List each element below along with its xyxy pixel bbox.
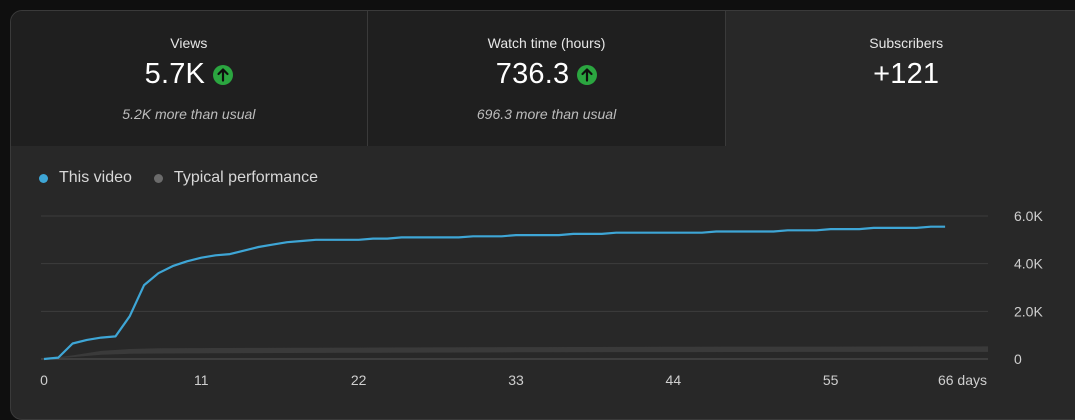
- x-tick-label: 33: [508, 372, 524, 388]
- y-tick-label: 2.0K: [1014, 303, 1043, 319]
- metric-value: 5.7K: [144, 58, 206, 90]
- analytics-card: Views 5.7K 5.2K more than usual Watch ti…: [10, 10, 1075, 420]
- metric-label: Watch time (hours): [487, 35, 606, 51]
- x-tick-label: 22: [351, 372, 367, 388]
- metric-tab-views[interactable]: Views 5.7K 5.2K more than usual: [11, 11, 368, 146]
- x-tick-label: 0: [40, 372, 48, 388]
- x-tick-label: 55: [823, 372, 839, 388]
- legend-label: Typical performance: [173, 169, 318, 186]
- legend-item-typical: Typical performance: [153, 169, 318, 187]
- legend-item-this-video: This video: [39, 169, 132, 187]
- metric-value-row: +121: [726, 58, 1075, 91]
- metric-note: 5.2K more than usual: [122, 106, 256, 122]
- typical-performance-band: [44, 346, 988, 359]
- this-video-line: [43, 225, 946, 361]
- y-tick-label: 0: [1014, 351, 1022, 367]
- metric-value-row: 5.7K: [11, 58, 367, 91]
- analytics-frame: Views 5.7K 5.2K more than usual Watch ti…: [10, 10, 1075, 420]
- x-tick-label: 44: [666, 372, 682, 388]
- views-line-chart[interactable]: 0 2.0K 4.0K 6.0K 0 11 22 33 44 55 66 days: [11, 11, 1075, 406]
- metric-tab-subscribers[interactable]: Subscribers +121: [726, 11, 1075, 146]
- metric-label: Subscribers: [869, 35, 944, 51]
- metric-tab-watch-time[interactable]: Watch time (hours) 736.3 696.3 more than…: [367, 11, 727, 146]
- arrow-up-circle-icon: [213, 64, 234, 85]
- legend-dot: [153, 173, 163, 183]
- metric-value: +121: [873, 58, 940, 90]
- y-tick-label: 4.0K: [1014, 256, 1043, 272]
- chart-legend: This video Typical performance: [39, 169, 340, 187]
- metric-value-row: 736.3: [368, 58, 726, 91]
- x-tick-label: 66 days: [938, 372, 987, 388]
- legend-label: This video: [59, 169, 132, 186]
- x-tick-label: 11: [194, 372, 209, 388]
- arrow-up-circle-icon: [577, 64, 598, 85]
- legend-dot: [39, 173, 48, 183]
- metric-label: Views: [170, 35, 208, 51]
- metric-tabs: Views 5.7K 5.2K more than usual Watch ti…: [11, 11, 1075, 146]
- y-tick-label: 6.0K: [1014, 208, 1043, 224]
- metric-note: 696.3 more than usual: [476, 106, 617, 122]
- metric-value: 736.3: [495, 58, 570, 90]
